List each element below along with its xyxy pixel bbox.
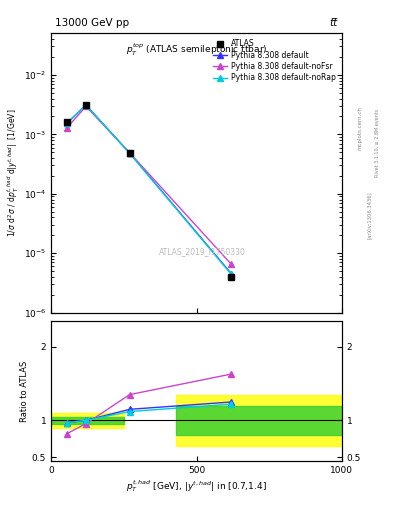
Pythia 8.308 default-noFsr — [127, 150, 132, 156]
Pythia 8.308 default-noRap — [84, 102, 88, 108]
Line: Pythia 8.308 default-noFsr: Pythia 8.308 default-noFsr — [64, 103, 234, 267]
Text: mcplots.cern.ch: mcplots.cern.ch — [357, 106, 362, 150]
Pythia 8.308 default — [84, 102, 88, 108]
Y-axis label: 1/$\sigma$ d$^2$$\sigma$ / d$p_T^{t,had}$ d$|y^{t,had}|$  [1/GeV]: 1/$\sigma$ d$^2$$\sigma$ / d$p_T^{t,had}… — [6, 109, 21, 237]
Pythia 8.308 default-noFsr — [229, 261, 234, 267]
Pythia 8.308 default-noRap — [127, 150, 132, 156]
Text: 13000 GeV pp: 13000 GeV pp — [55, 18, 129, 28]
Line: ATLAS: ATLAS — [64, 102, 234, 280]
Y-axis label: Ratio to ATLAS: Ratio to ATLAS — [20, 360, 29, 421]
Pythia 8.308 default — [229, 271, 234, 277]
Text: Rivet 3.1.10, ≥ 2.8M events: Rivet 3.1.10, ≥ 2.8M events — [375, 109, 380, 178]
Legend: ATLAS, Pythia 8.308 default, Pythia 8.308 default-noFsr, Pythia 8.308 default-no: ATLAS, Pythia 8.308 default, Pythia 8.30… — [211, 37, 338, 84]
ATLAS — [127, 150, 132, 156]
Pythia 8.308 default-noFsr — [84, 103, 88, 110]
X-axis label: $p_T^{t,had}$ [GeV], $|y^{t,had}|$ in [0.7,1.4]: $p_T^{t,had}$ [GeV], $|y^{t,had}|$ in [0… — [126, 479, 267, 495]
Pythia 8.308 default — [65, 120, 70, 126]
Line: Pythia 8.308 default: Pythia 8.308 default — [64, 102, 234, 276]
ATLAS — [84, 102, 88, 108]
Pythia 8.308 default-noRap — [65, 120, 70, 126]
ATLAS — [229, 274, 234, 280]
Text: [arXiv:1306.3436]: [arXiv:1306.3436] — [367, 191, 372, 239]
ATLAS — [65, 119, 70, 125]
Pythia 8.308 default-noFsr — [65, 124, 70, 131]
Line: Pythia 8.308 default-noRap: Pythia 8.308 default-noRap — [64, 102, 234, 277]
Pythia 8.308 default-noRap — [229, 271, 234, 278]
Text: tt̅: tt̅ — [330, 18, 338, 28]
Pythia 8.308 default — [127, 150, 132, 156]
Text: ATLAS_2019_I1750330: ATLAS_2019_I1750330 — [159, 247, 246, 255]
Text: $p_T^{top}$ (ATLAS semileptonic ttbar): $p_T^{top}$ (ATLAS semileptonic ttbar) — [126, 41, 267, 58]
